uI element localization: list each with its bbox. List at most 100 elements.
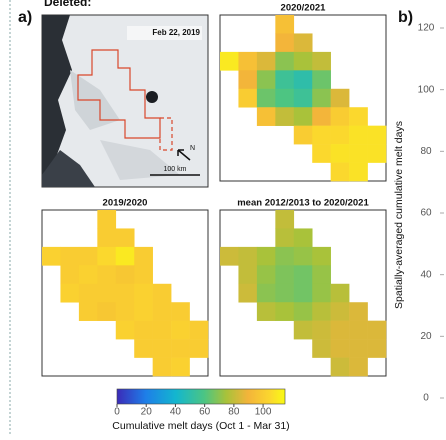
map-cell (275, 88, 295, 108)
map-cell (349, 162, 368, 182)
map-cell (330, 107, 350, 126)
map-cell (275, 302, 295, 321)
image-date: Feb 22, 2019 (152, 28, 200, 37)
colorbar-tick-label: 40 (170, 407, 182, 418)
map-cell (330, 283, 350, 303)
map-cell (312, 144, 331, 163)
satellite-image: Feb 22, 2019 100 km N (41, 14, 209, 188)
map-cell (97, 302, 117, 321)
map-cell (220, 246, 239, 266)
map-cell (312, 265, 331, 285)
map-cell (330, 320, 350, 340)
map-cell (312, 246, 331, 266)
panel-title: 2019/2020 (103, 198, 148, 209)
map-cell (293, 320, 313, 340)
map-cell (293, 70, 313, 90)
map-cell (97, 228, 117, 248)
y-tick-label: 120 (418, 23, 435, 34)
map-cell (256, 302, 276, 321)
map-cell (97, 210, 117, 229)
map-cell (152, 302, 172, 321)
map-cell (275, 283, 295, 303)
colorbar-tick-label: 80 (228, 407, 240, 418)
map-cell (171, 339, 190, 358)
y-tick-label: 0 (423, 393, 429, 404)
map-cell (97, 246, 117, 266)
map-cell (256, 107, 276, 126)
map-cell (152, 357, 172, 377)
map-cell (115, 246, 135, 266)
map-cell (312, 320, 331, 340)
map-cell (330, 125, 350, 145)
map-cell (367, 320, 387, 340)
map-cell (349, 357, 368, 377)
map-cell (60, 246, 80, 266)
map-cell (171, 302, 190, 321)
map-cell (60, 283, 80, 303)
map-cell (78, 246, 98, 266)
map-cell (293, 265, 313, 285)
map-cell (330, 357, 350, 377)
panel-title: 2020/2021 (281, 3, 327, 14)
colorbar-tick-label: 100 (255, 407, 272, 418)
map-cell (256, 283, 276, 303)
map-cell (238, 51, 258, 71)
map-cell (256, 265, 276, 285)
map-cell (275, 228, 295, 248)
map-cell (312, 125, 331, 145)
map-cell (134, 265, 153, 285)
map-cell (275, 15, 295, 34)
map-cell (171, 320, 190, 340)
map-cell (275, 246, 295, 266)
map-cell (78, 283, 98, 303)
map-cell (312, 339, 331, 358)
colorbar-tick-label: 20 (141, 407, 153, 418)
map-cell (293, 51, 313, 71)
map-cell (134, 283, 153, 303)
map-cell (134, 302, 153, 321)
map-cell (312, 88, 331, 108)
map-cell (275, 51, 295, 71)
deleted-label: Deleted: (44, 0, 91, 9)
map-cell (238, 70, 258, 90)
map-cell (312, 51, 331, 71)
map-cell (367, 125, 387, 145)
colorbar-label: Cumulative melt days (Oct 1 - Mar 31) (112, 420, 289, 432)
map-cell (349, 302, 368, 321)
map-cell (312, 283, 331, 303)
map-cell (152, 320, 172, 340)
map-cell (293, 125, 313, 145)
map-cell (238, 283, 258, 303)
map-cell (256, 51, 276, 71)
map-cell (349, 107, 368, 126)
map-cell (349, 320, 368, 340)
map-cell (256, 88, 276, 108)
map-cell (312, 107, 331, 126)
map-cell (275, 210, 295, 229)
map-cell (330, 144, 350, 163)
map-cell (134, 339, 153, 358)
map-cell (275, 33, 295, 53)
map-cell (256, 70, 276, 90)
map-cell (238, 246, 258, 266)
map-cell (367, 144, 387, 163)
y-tick-label: 40 (420, 269, 432, 280)
colorbar-tick-label: 0 (114, 407, 120, 418)
map-cell (115, 228, 135, 248)
map-cell (60, 265, 80, 285)
map-cell (349, 339, 368, 358)
map-cell (256, 246, 276, 266)
colorbar-tick-label: 60 (199, 407, 211, 418)
map-cell (152, 339, 172, 358)
map-cell (330, 162, 350, 182)
map-cell (115, 320, 135, 340)
map-cell (78, 265, 98, 285)
y-tick-label: 100 (418, 84, 435, 95)
map-cell (189, 320, 209, 340)
y-tick-label: 60 (420, 208, 432, 219)
map-cell (349, 125, 368, 145)
colorbar (116, 388, 286, 405)
map-cell (97, 283, 117, 303)
map-cell (293, 88, 313, 108)
map-cell (134, 320, 153, 340)
